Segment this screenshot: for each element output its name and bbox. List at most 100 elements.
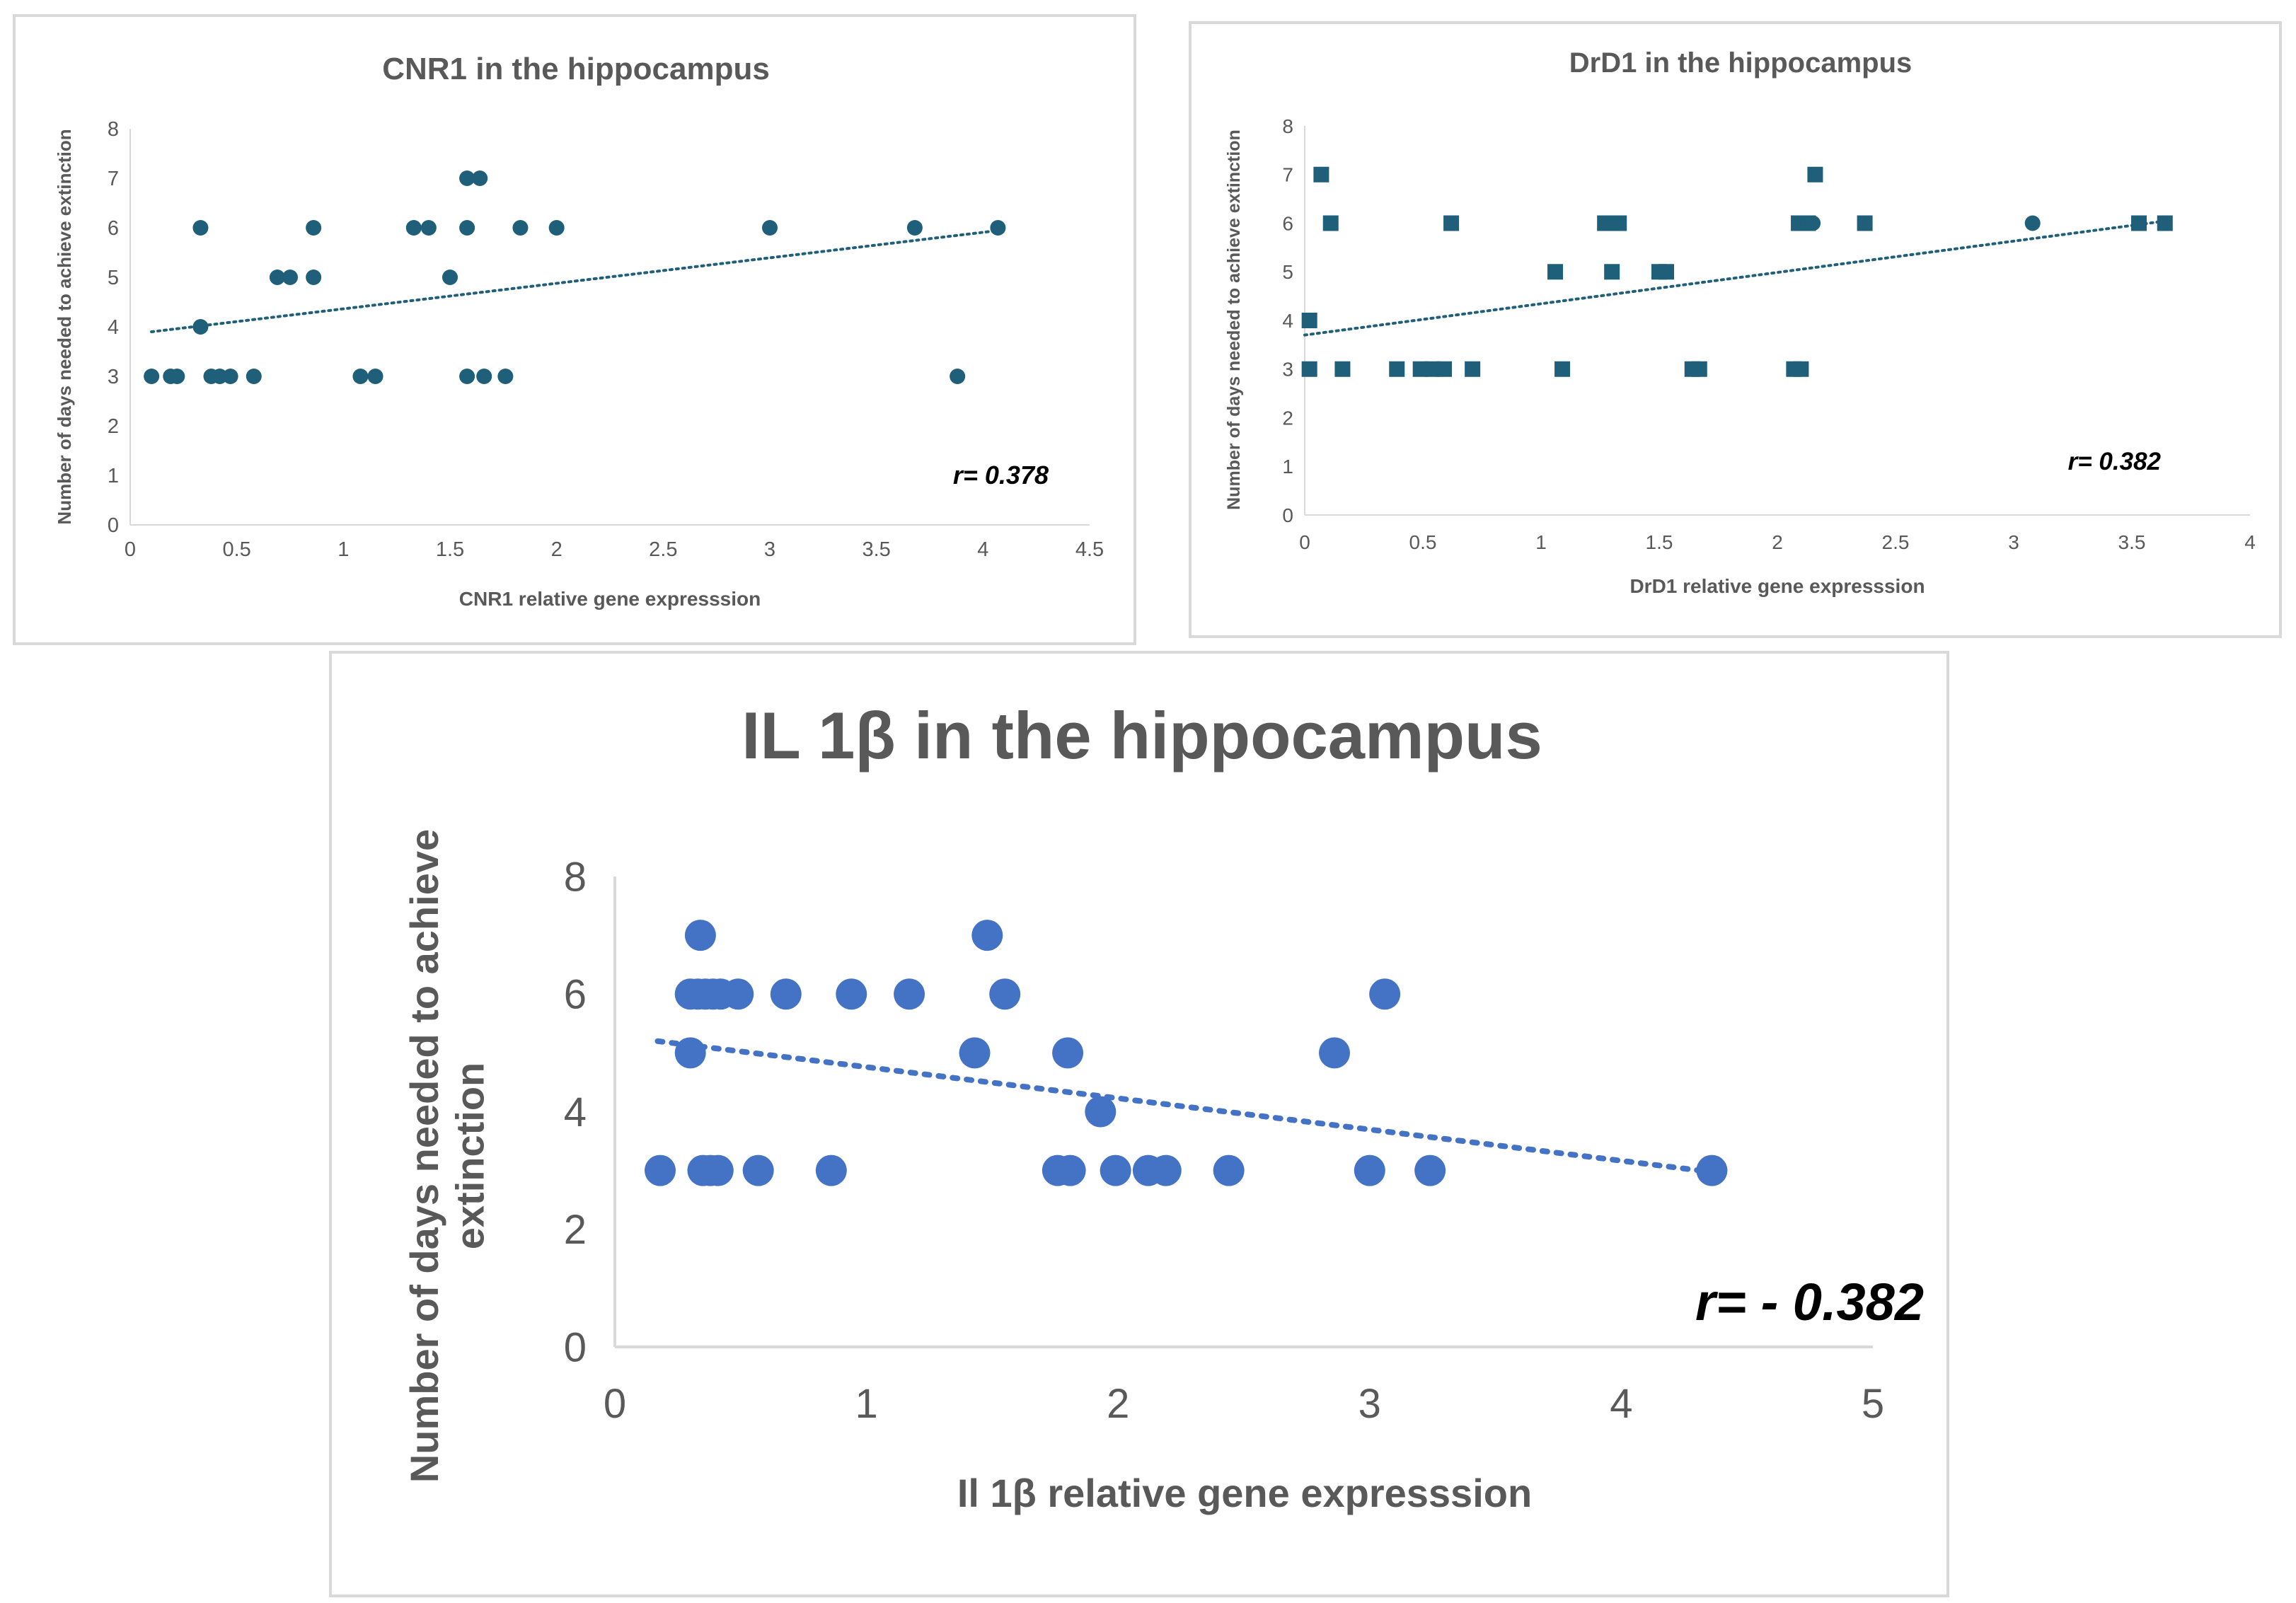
il1b-chart-panel: IL 1β in the hippocampus 0 2 4 6 8 0 1 2 3 4 5 Il 1β… <box>329 651 1949 1597</box>
data-point <box>1322 215 1339 231</box>
chart-title: IL 1β in the hippocampus <box>742 698 1542 772</box>
y-tick-label: 4 <box>1282 310 1293 332</box>
data-point <box>1691 361 1707 377</box>
data-point <box>2024 215 2041 231</box>
x-tick-label: 1.5 <box>1646 531 1673 553</box>
y-tick-label: 4 <box>108 316 119 339</box>
data-point <box>894 978 925 1010</box>
y-tick-label: 5 <box>1282 261 1293 283</box>
y-tick-label: 6 <box>108 217 119 240</box>
x-axis-title: CNR1 relative gene expresssion <box>459 588 761 610</box>
drd1-scatter-chart: DrD1 in the hippocampus 0 1 2 3 4 5 6 7 8 0 0.5 1 1.5… <box>1224 47 2256 597</box>
x-tick-label: 2 <box>1107 1381 1129 1427</box>
data-point <box>1369 978 1401 1010</box>
x-tick-label: 1 <box>1535 531 1547 553</box>
data-point <box>1857 215 1873 231</box>
data-point <box>1807 166 1823 183</box>
data-point <box>1414 1154 1446 1186</box>
data-point <box>405 220 422 236</box>
data-point <box>722 978 754 1010</box>
data-point <box>459 220 475 236</box>
x-tick-label: 3 <box>764 538 775 561</box>
data-point <box>1334 361 1351 377</box>
chart-title: CNR1 in the hippocampus <box>382 52 770 86</box>
data-point <box>1150 1154 1182 1186</box>
data-point <box>990 220 1006 236</box>
data-point <box>906 220 923 236</box>
data-point <box>1805 215 1821 231</box>
data-point <box>684 920 716 951</box>
data-point <box>1436 361 1453 377</box>
data-point <box>1554 361 1571 377</box>
data-point <box>476 369 492 384</box>
data-point <box>1696 1154 1728 1186</box>
data-point <box>442 270 458 285</box>
y-tick-label: 2 <box>108 415 119 438</box>
data-point <box>1597 215 1613 231</box>
data-point <box>512 220 529 236</box>
data-point <box>1604 264 1620 280</box>
y-tick-label: 0 <box>564 1324 587 1370</box>
x-tick-label: 0.5 <box>223 538 251 561</box>
y-axis-title-line: Number of days needed to achieve <box>402 829 446 1483</box>
x-tick-label: 1 <box>855 1381 877 1427</box>
x-tick-label: 3.5 <box>2118 531 2146 553</box>
x-axis-title: Il 1β relative gene expresssion <box>957 1471 1532 1515</box>
y-tick-label: 0 <box>1282 504 1293 526</box>
data-point <box>1611 215 1627 231</box>
correlation-label: r= 0.378 <box>953 461 1049 490</box>
x-tick-label: 2 <box>551 538 563 561</box>
data-point <box>420 220 437 236</box>
correlation-label: r= 0.382 <box>2068 448 2162 475</box>
x-tick-label: 2.5 <box>649 538 677 561</box>
y-tick-label: 8 <box>108 118 119 141</box>
trendline <box>654 1038 1712 1175</box>
data-point <box>169 369 185 384</box>
x-axis-title: DrD1 relative gene expresssion <box>1629 575 1925 597</box>
x-tick-label: 0 <box>604 1381 626 1427</box>
data-point <box>269 270 285 285</box>
data-point <box>548 220 565 236</box>
data-point <box>1301 361 1317 377</box>
data-point <box>742 1154 774 1186</box>
data-point <box>352 369 369 384</box>
data-point <box>1443 215 1460 231</box>
y-tick-label: 7 <box>108 168 119 190</box>
data-point <box>144 369 160 384</box>
data-point <box>1100 1154 1131 1186</box>
cnr1-scatter-chart: CNR1 in the hippocampus 0 1 2 3 4 5 6 7 8 0 0.5 1 1.5… <box>54 52 1104 610</box>
y-axis-title: Number of days needed to achieve extinct… <box>1224 129 1244 510</box>
x-tick-label: 4 <box>977 538 988 561</box>
y-axis-title: Number of days needed to achieveextincti… <box>402 829 492 1483</box>
drd1-chart-panel: DrD1 in the hippocampus 0 1 2 3 4 5 6 7 8 0 0.5 1 1.5… <box>1189 21 2282 638</box>
data-point <box>2157 215 2173 231</box>
x-tick-label: 3 <box>2008 531 2019 553</box>
data-point <box>1412 361 1429 377</box>
correlation-label: r= - 0.382 <box>1695 1273 1924 1331</box>
y-tick-label: 6 <box>1282 212 1293 234</box>
x-tick-label: 0.5 <box>1409 531 1437 553</box>
data-point <box>1313 166 1329 183</box>
data-point <box>971 920 1003 951</box>
data-point <box>762 220 778 236</box>
data-point <box>367 369 383 384</box>
x-tick-label: 4.5 <box>1075 538 1104 561</box>
data-point <box>1319 1037 1351 1069</box>
y-axis-title: Number of days needed to achieve extinct… <box>54 129 75 524</box>
y-tick-label: 8 <box>564 854 587 900</box>
x-tick-label: 5 <box>1862 1381 1884 1427</box>
data-point <box>1354 1154 1385 1186</box>
data-point <box>836 978 867 1010</box>
data-point <box>1054 1154 1086 1186</box>
y-tick-label: 6 <box>564 972 587 1018</box>
x-tick-label: 4 <box>2244 531 2256 553</box>
x-tick-label: 2 <box>1772 531 1783 553</box>
y-tick-label: 2 <box>564 1207 587 1253</box>
data-point <box>459 170 475 186</box>
data-point <box>1658 264 1675 280</box>
data-point <box>1213 1154 1245 1186</box>
x-tick-label: 1.5 <box>436 538 464 561</box>
data-point <box>674 1037 706 1069</box>
y-tick-label: 4 <box>564 1089 587 1135</box>
x-tick-label: 2.5 <box>1882 531 1910 553</box>
